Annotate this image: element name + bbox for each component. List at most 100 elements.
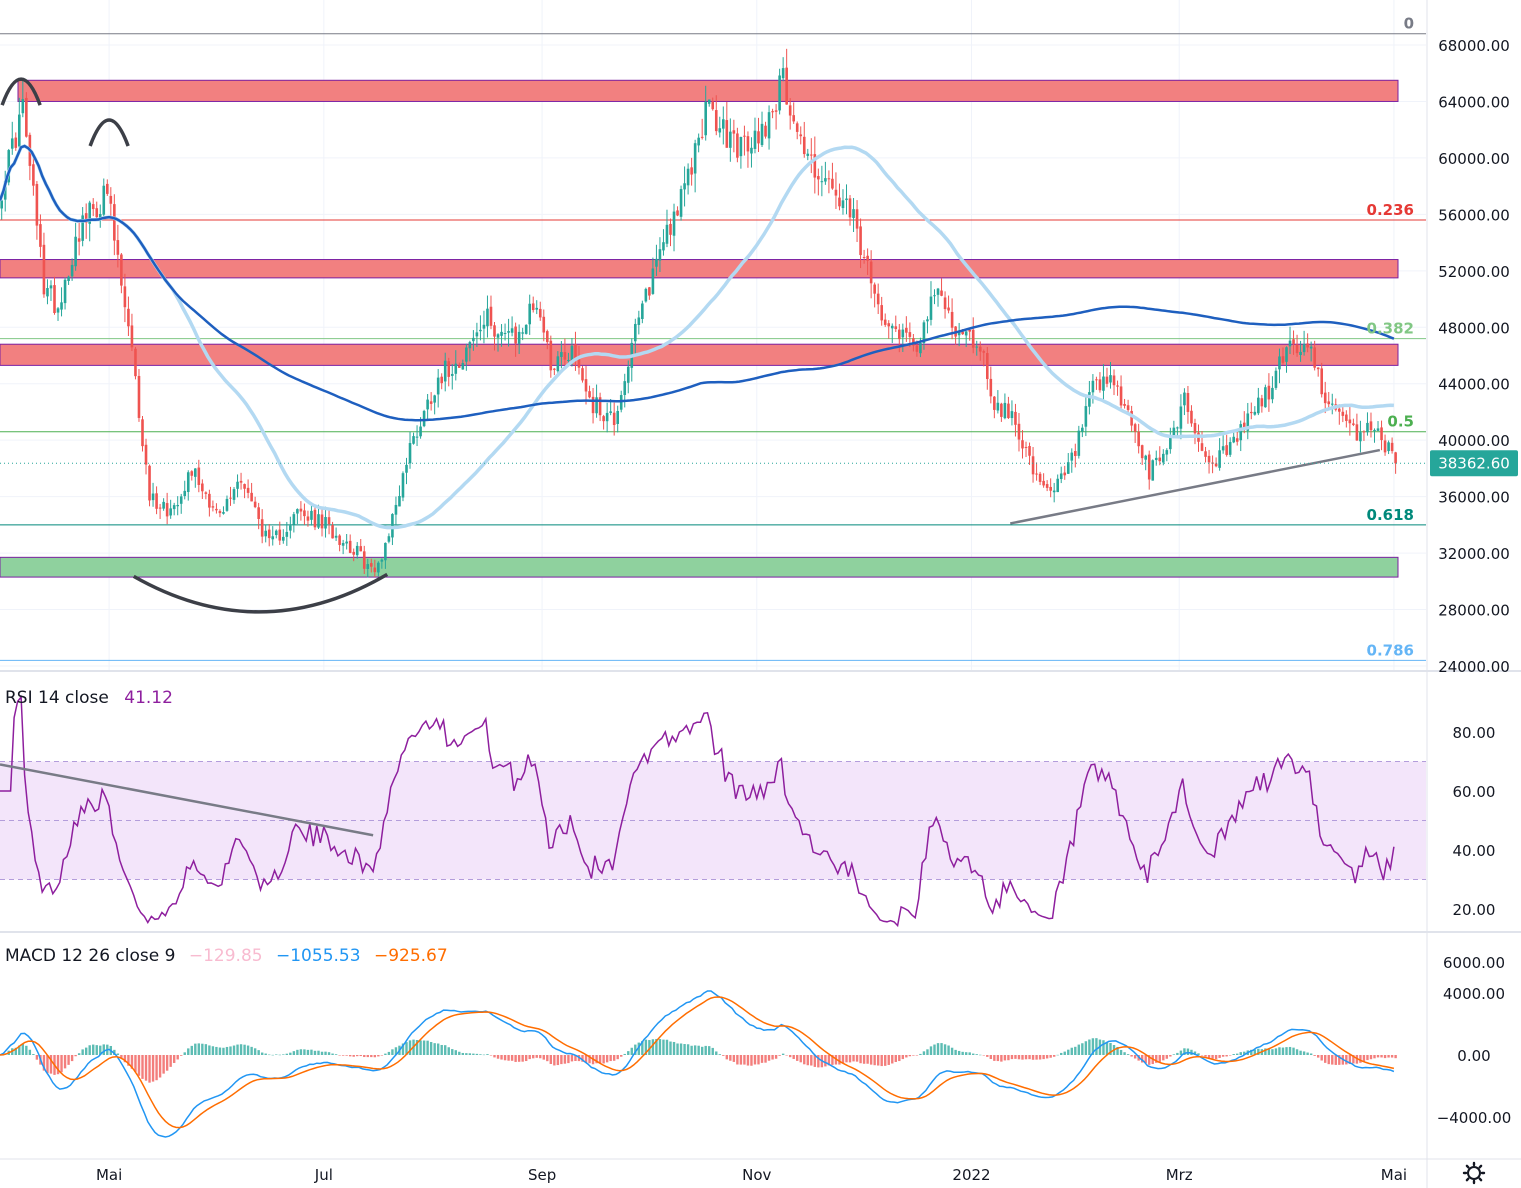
macd-signal-line[interactable] — [0, 996, 1395, 1129]
candle-body[interactable] — [1031, 456, 1035, 475]
candle-body[interactable] — [778, 75, 781, 111]
candle-body[interactable] — [570, 345, 574, 361]
candle-body[interactable] — [144, 444, 148, 465]
candle-body[interactable] — [327, 517, 331, 525]
candle-body[interactable] — [616, 410, 619, 424]
candle-body[interactable] — [950, 311, 954, 328]
candle-body[interactable] — [77, 238, 81, 242]
candle-body[interactable] — [106, 183, 109, 194]
candle-body[interactable] — [1133, 424, 1137, 432]
candle-body[interactable] — [1081, 427, 1084, 432]
candle-body[interactable] — [989, 378, 993, 397]
candle-body[interactable] — [707, 99, 711, 104]
candle-body[interactable] — [1264, 387, 1267, 408]
candle-body[interactable] — [528, 303, 531, 325]
candle-body[interactable] — [137, 375, 141, 418]
candle-body[interactable] — [538, 308, 542, 318]
candle-body[interactable] — [915, 345, 919, 352]
candle-body[interactable] — [1172, 427, 1176, 436]
rsi-line[interactable] — [0, 694, 1395, 928]
candle-body[interactable] — [341, 543, 345, 546]
candle-body[interactable] — [810, 154, 813, 156]
candle-body[interactable] — [179, 496, 183, 504]
candle-body[interactable] — [1021, 440, 1024, 449]
candle-body[interactable] — [806, 153, 810, 156]
candle-body[interactable] — [1369, 421, 1373, 431]
candle-body[interactable] — [1193, 423, 1197, 434]
macd-line[interactable] — [0, 990, 1395, 1138]
candle-body[interactable] — [401, 473, 405, 498]
candle-body[interactable] — [1056, 478, 1059, 493]
candle-body[interactable] — [313, 509, 317, 528]
candle-body[interactable] — [1295, 344, 1299, 354]
candle-body[interactable] — [1014, 411, 1017, 425]
candle-body[interactable] — [722, 119, 725, 129]
candle-body[interactable] — [788, 105, 792, 116]
candle-body[interactable] — [1359, 432, 1362, 442]
candle-body[interactable] — [1095, 379, 1098, 381]
candle-body[interactable] — [1066, 462, 1070, 474]
candle-body[interactable] — [1169, 436, 1172, 450]
candle-body[interactable] — [496, 334, 500, 338]
candle-body[interactable] — [1320, 368, 1323, 395]
candle-body[interactable] — [500, 331, 503, 336]
candle-body[interactable] — [1380, 427, 1383, 441]
candle-body[interactable] — [394, 504, 398, 515]
candle-body[interactable] — [274, 530, 278, 536]
candle-body[interactable] — [39, 224, 42, 247]
candle-body[interactable] — [1302, 343, 1306, 353]
candle-body[interactable] — [440, 376, 443, 384]
candle-body[interactable] — [18, 114, 21, 147]
candle-body[interactable] — [869, 261, 873, 284]
candle-body[interactable] — [510, 328, 514, 333]
candle-body[interactable] — [25, 97, 28, 137]
candle-body[interactable] — [1154, 457, 1158, 461]
candle-body[interactable] — [158, 507, 162, 509]
candle-body[interactable] — [1119, 386, 1123, 406]
candle-body[interactable] — [669, 223, 672, 235]
candle-body[interactable] — [767, 112, 771, 139]
candle-body[interactable] — [503, 333, 507, 335]
candle-body[interactable] — [162, 501, 165, 509]
candle-body[interactable] — [1271, 387, 1274, 400]
candle-body[interactable] — [746, 136, 750, 152]
candle-body[interactable] — [936, 288, 940, 295]
candle-body[interactable] — [982, 351, 986, 353]
candle-body[interactable] — [1084, 406, 1088, 427]
candle-body[interactable] — [686, 168, 690, 186]
candle-body[interactable] — [926, 319, 929, 322]
candle-body[interactable] — [637, 317, 641, 325]
candle-body[interactable] — [1147, 454, 1151, 480]
candle-body[interactable] — [408, 443, 412, 464]
candle-body[interactable] — [1274, 370, 1278, 388]
candle-body[interactable] — [792, 115, 795, 122]
candle-body[interactable] — [1112, 375, 1116, 386]
candle-body[interactable] — [412, 436, 415, 444]
candle-body[interactable] — [201, 483, 204, 492]
candle-body[interactable] — [1200, 443, 1204, 451]
candle-body[interactable] — [978, 346, 982, 352]
candle-body[interactable] — [197, 467, 201, 485]
candle-body[interactable] — [1091, 380, 1095, 393]
candle-body[interactable] — [1285, 347, 1288, 362]
candle-body[interactable] — [602, 416, 605, 422]
candle-body[interactable] — [598, 397, 602, 416]
macd-histogram[interactable] — [0, 1038, 1397, 1083]
candle-body[interactable] — [1281, 356, 1285, 363]
candle-body[interactable] — [771, 111, 774, 113]
candle-body[interactable] — [549, 340, 553, 371]
candle-body[interactable] — [299, 508, 303, 512]
candle-body[interactable] — [1327, 401, 1331, 405]
candle-body[interactable] — [1102, 376, 1105, 391]
candle-body[interactable] — [993, 396, 996, 410]
candle-body[interactable] — [35, 184, 39, 226]
candle-body[interactable] — [1341, 411, 1345, 416]
candle-body[interactable] — [1123, 403, 1126, 406]
top-pattern-arc[interactable] — [88, 118, 130, 147]
candle-body[interactable] — [236, 481, 239, 489]
candle-body[interactable] — [292, 514, 296, 525]
candle-body[interactable] — [898, 329, 901, 340]
candle-body[interactable] — [56, 308, 60, 313]
candle-body[interactable] — [933, 295, 936, 297]
